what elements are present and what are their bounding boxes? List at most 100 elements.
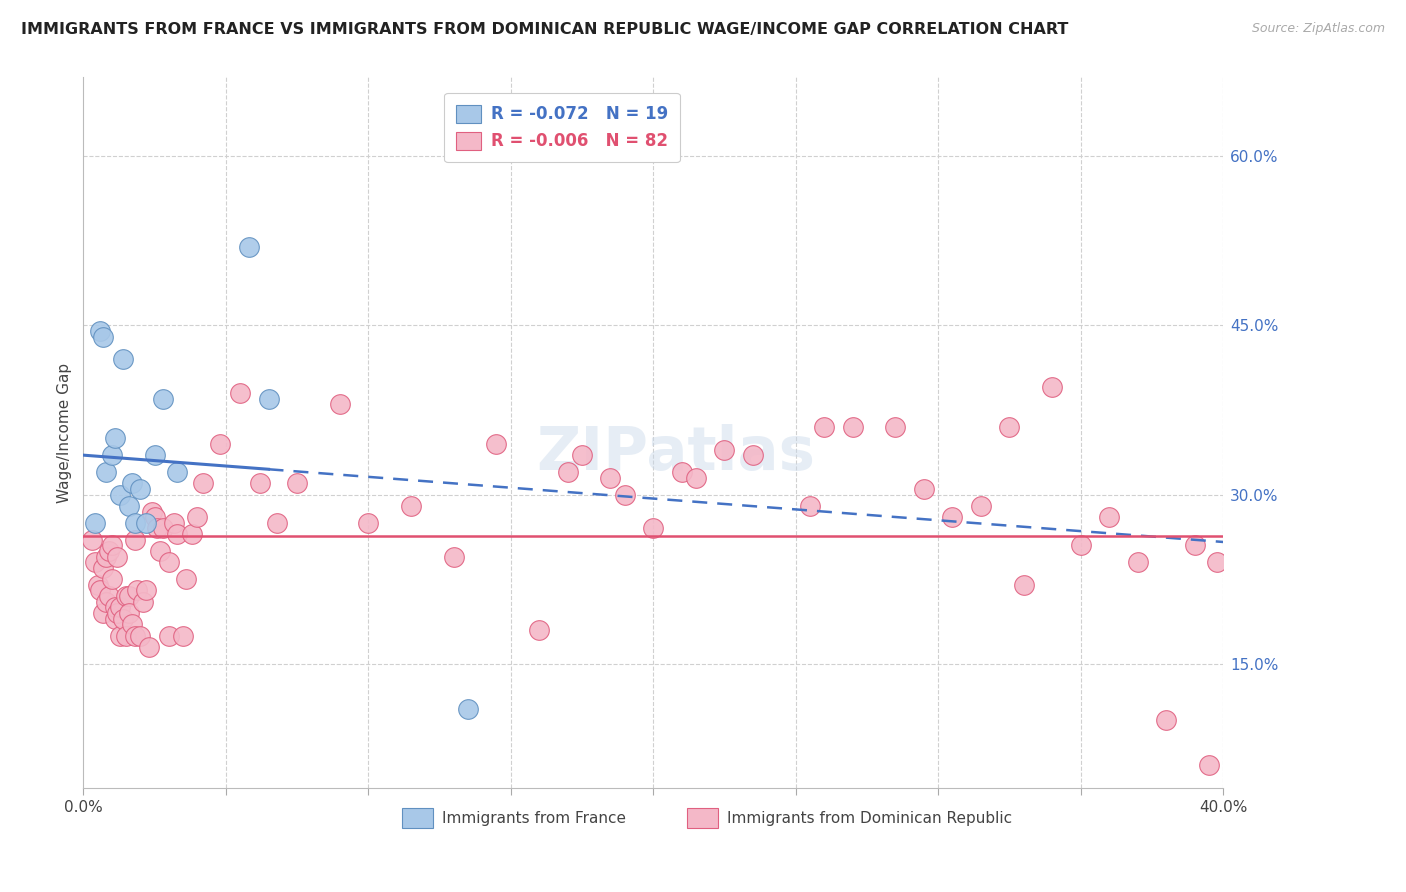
Point — [110, 600, 132, 615]
Text: ZIPatlas: ZIPatlas — [537, 425, 815, 483]
Text: Immigrants from Dominican Republic: Immigrants from Dominican Republic — [727, 811, 1012, 826]
Point — [1070, 538, 1092, 552]
Point — [104, 431, 127, 445]
Point — [1098, 510, 1121, 524]
Point — [110, 628, 132, 642]
Point — [485, 437, 508, 451]
Point — [101, 448, 124, 462]
Point — [112, 352, 135, 367]
Point — [599, 471, 621, 485]
Point — [83, 516, 105, 530]
Point — [107, 606, 129, 620]
Point — [115, 589, 138, 603]
Point — [912, 482, 935, 496]
Point — [813, 420, 835, 434]
Point — [118, 589, 141, 603]
Point — [970, 499, 993, 513]
Point — [94, 465, 117, 479]
Point — [135, 516, 157, 530]
Point — [799, 499, 821, 513]
Point — [107, 549, 129, 564]
Point — [143, 448, 166, 462]
Point — [152, 521, 174, 535]
Point — [121, 617, 143, 632]
Point — [457, 702, 479, 716]
Point — [1198, 758, 1220, 772]
Point — [157, 555, 180, 569]
Point — [266, 516, 288, 530]
Point — [166, 465, 188, 479]
Point — [1012, 578, 1035, 592]
Point — [129, 628, 152, 642]
Point — [124, 628, 146, 642]
Point — [1040, 380, 1063, 394]
Point — [118, 606, 141, 620]
Point — [685, 471, 707, 485]
Point — [998, 420, 1021, 434]
Point — [557, 465, 579, 479]
Point — [571, 448, 593, 462]
Point — [91, 606, 114, 620]
Point — [94, 595, 117, 609]
Point — [841, 420, 863, 434]
Point — [1184, 538, 1206, 552]
Point — [941, 510, 963, 524]
Text: Immigrants from France: Immigrants from France — [441, 811, 626, 826]
Point — [89, 583, 111, 598]
Point — [127, 583, 149, 598]
Point — [152, 392, 174, 406]
Point — [115, 628, 138, 642]
Point — [129, 482, 152, 496]
Point — [97, 589, 120, 603]
Point — [132, 595, 155, 609]
Point — [443, 549, 465, 564]
Point — [1154, 713, 1177, 727]
Point — [163, 516, 186, 530]
Point — [174, 572, 197, 586]
Point — [121, 476, 143, 491]
Point — [180, 527, 202, 541]
Point — [124, 533, 146, 547]
Point — [186, 510, 208, 524]
Point — [91, 330, 114, 344]
Point — [671, 465, 693, 479]
Point — [742, 448, 765, 462]
Text: IMMIGRANTS FROM FRANCE VS IMMIGRANTS FROM DOMINICAN REPUBLIC WAGE/INCOME GAP COR: IMMIGRANTS FROM FRANCE VS IMMIGRANTS FRO… — [21, 22, 1069, 37]
Point — [138, 640, 160, 654]
Point — [141, 504, 163, 518]
Point — [884, 420, 907, 434]
Point — [209, 437, 232, 451]
Point — [101, 572, 124, 586]
Point — [529, 623, 551, 637]
Point — [104, 600, 127, 615]
Point — [613, 487, 636, 501]
Point — [80, 533, 103, 547]
Point — [94, 549, 117, 564]
Point — [143, 510, 166, 524]
Point — [1126, 555, 1149, 569]
Point — [191, 476, 214, 491]
Point — [124, 516, 146, 530]
Point — [357, 516, 380, 530]
Y-axis label: Wage/Income Gap: Wage/Income Gap — [58, 362, 72, 503]
Point — [713, 442, 735, 457]
Point — [229, 386, 252, 401]
Point — [83, 555, 105, 569]
Point — [172, 628, 194, 642]
Point — [101, 538, 124, 552]
Point — [86, 578, 108, 592]
Point — [91, 561, 114, 575]
Point — [89, 324, 111, 338]
Point — [238, 239, 260, 253]
Text: Source: ZipAtlas.com: Source: ZipAtlas.com — [1251, 22, 1385, 36]
Point — [110, 487, 132, 501]
Point — [166, 527, 188, 541]
Point — [149, 544, 172, 558]
Point — [399, 499, 422, 513]
Point — [104, 612, 127, 626]
Point — [112, 612, 135, 626]
Point — [643, 521, 665, 535]
Point — [257, 392, 280, 406]
Point — [135, 583, 157, 598]
Point — [249, 476, 271, 491]
